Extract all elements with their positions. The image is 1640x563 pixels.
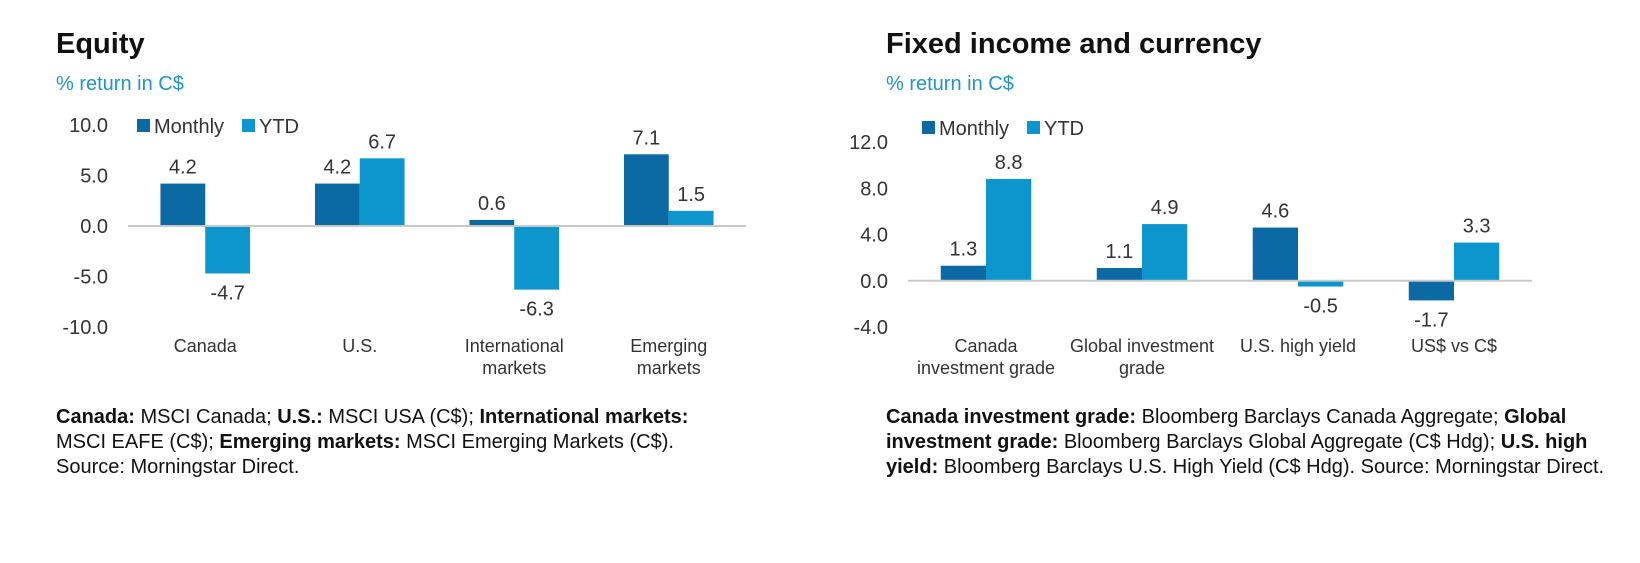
ytd-bar bbox=[359, 158, 405, 226]
category-label: Global investment grade bbox=[1070, 336, 1214, 378]
legend-monthly-swatch bbox=[922, 121, 935, 134]
ytd-bar bbox=[986, 179, 1032, 281]
y-tick-label: 0.0 bbox=[860, 271, 888, 293]
category-label: Canada investment grade bbox=[917, 336, 1055, 378]
note-term: Canada: bbox=[56, 406, 135, 428]
monthly-data-label: 4.2 bbox=[169, 157, 197, 179]
monthly-data-label: -1.7 bbox=[1414, 309, 1448, 331]
y-tick-label: 0.0 bbox=[80, 216, 108, 238]
equity-title: Equity bbox=[56, 28, 145, 60]
category-label: Emerging markets bbox=[630, 336, 707, 378]
monthly-bar bbox=[940, 265, 986, 281]
monthly-data-label: 4.6 bbox=[1261, 201, 1289, 223]
ytd-bar bbox=[1454, 242, 1500, 281]
y-tick-label: 4.0 bbox=[860, 225, 888, 247]
monthly-bar bbox=[160, 183, 206, 226]
category-label: U.S. bbox=[342, 336, 377, 356]
note-text: Bloomberg Barclays Canada Aggregate; bbox=[1136, 406, 1505, 428]
legend-monthly-label: Monthly bbox=[939, 118, 1009, 140]
ytd-data-label: 3.3 bbox=[1463, 216, 1491, 238]
ytd-data-label: 6.7 bbox=[368, 131, 396, 153]
note-text: MSCI USA (C$); bbox=[322, 406, 480, 428]
monthly-data-label: 4.2 bbox=[323, 157, 351, 179]
monthly-bar bbox=[623, 154, 669, 226]
y-tick-label: 12.0 bbox=[849, 132, 888, 154]
category-label: U.S. high yield bbox=[1240, 336, 1356, 356]
equity-chart: 10.0 5.0 0.0 -5.0 -10.0 4.2 4.2 0.6 7.1 -4.7 6.7 -6… bbox=[62, 115, 746, 378]
ytd-bar bbox=[205, 226, 251, 274]
ytd-bar bbox=[1142, 224, 1188, 281]
note-term: Global investment grade: bbox=[886, 406, 1567, 453]
monthly-data-label: 7.1 bbox=[632, 127, 660, 149]
y-tick-label: 5.0 bbox=[80, 166, 108, 188]
monthly-data-label: 1.3 bbox=[949, 239, 977, 261]
legend-ytd-label: YTD bbox=[259, 116, 299, 138]
fixed-income-subtitle: % return in C$ bbox=[886, 73, 1014, 95]
y-tick-label: -5.0 bbox=[74, 267, 108, 289]
legend-monthly-label: Monthly bbox=[154, 116, 224, 138]
note-term: International markets: bbox=[479, 406, 689, 428]
note-term: Canada investment grade: bbox=[886, 406, 1137, 428]
note-term: U.S. high yield: bbox=[886, 431, 1588, 478]
note-term: Emerging markets: bbox=[219, 431, 401, 453]
equity-source-note: Canada: MSCI Canada; U.S.: MSCI USA (C$)… bbox=[56, 405, 716, 480]
legend-ytd-label: YTD bbox=[1044, 118, 1084, 140]
legend-ytd-swatch bbox=[242, 119, 255, 132]
note-text: Bloomberg Barclays U.S. High Yield (C$ H… bbox=[938, 456, 1605, 478]
category-label: US$ vs C$ bbox=[1411, 336, 1497, 356]
monthly-bar bbox=[314, 183, 360, 226]
ytd-data-label: 1.5 bbox=[677, 184, 705, 206]
note-text: MSCI Emerging Markets (C$). Source: Morn… bbox=[56, 431, 674, 478]
y-tick-label: 10.0 bbox=[69, 115, 108, 137]
monthly-data-label: 1.1 bbox=[1105, 241, 1133, 263]
monthly-bar bbox=[1252, 227, 1298, 281]
note-term: U.S.: bbox=[277, 406, 323, 428]
ytd-data-label: 8.8 bbox=[995, 152, 1023, 174]
category-label: Canada bbox=[174, 336, 238, 356]
ytd-data-label: -4.7 bbox=[210, 282, 244, 304]
legend-monthly-swatch bbox=[137, 119, 150, 132]
fixed-income-panel: Fixed income and currency % return in C$… bbox=[830, 0, 1630, 563]
fixed-income-title: Fixed income and currency bbox=[886, 28, 1262, 60]
note-text: MSCI EAFE (C$); bbox=[56, 431, 220, 453]
note-text: Bloomberg Barclays Global Aggregate (C$ … bbox=[1058, 431, 1501, 453]
monthly-bar bbox=[1408, 280, 1454, 301]
equity-panel: Equity % return in C$ 10.0 5.0 0.0 -5.0 -10.… bbox=[0, 0, 780, 563]
category-label: International markets bbox=[465, 336, 564, 378]
note-text: MSCI Canada; bbox=[134, 406, 278, 428]
fixed-income-source-note: Canada investment grade: Bloomberg Barcl… bbox=[886, 405, 1606, 480]
ytd-bar bbox=[668, 210, 714, 226]
y-tick-label: 8.0 bbox=[860, 178, 888, 200]
monthly-data-label: 0.6 bbox=[478, 193, 506, 215]
ytd-data-label: -6.3 bbox=[519, 299, 553, 321]
ytd-bar bbox=[1298, 280, 1344, 287]
ytd-bar bbox=[514, 226, 560, 290]
monthly-bar bbox=[469, 219, 515, 226]
y-tick-label: -10.0 bbox=[62, 317, 108, 339]
equity-subtitle: % return in C$ bbox=[56, 73, 184, 95]
monthly-bar bbox=[1096, 268, 1142, 281]
legend-ytd-swatch bbox=[1027, 121, 1040, 134]
ytd-data-label: -0.5 bbox=[1303, 296, 1337, 318]
y-tick-label: -4.0 bbox=[854, 317, 888, 339]
fixed-income-chart: 12.0 8.0 4.0 0.0 -4.0 1.3 1.1 4.6 -1.7 8.8 4.9 -0.5… bbox=[849, 118, 1532, 378]
ytd-data-label: 4.9 bbox=[1151, 197, 1179, 219]
